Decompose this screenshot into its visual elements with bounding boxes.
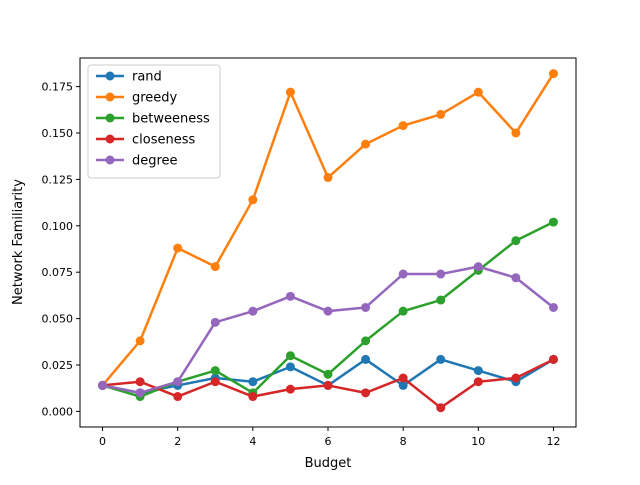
- axes: 0 2 4 6 8 10 12 0.000 0.025 0.050 0.075 0.100 0.125 0…: [42, 57, 577, 448]
- y-tick-label: 0.175: [42, 81, 74, 94]
- data-point-rand-9: [436, 354, 446, 364]
- y-tick-label: 0.100: [42, 220, 74, 233]
- data-point-rand-7: [361, 354, 371, 364]
- data-point-degree-0: [98, 380, 108, 390]
- data-point-closeness-7: [361, 388, 371, 398]
- legend-label-rand: rand: [132, 70, 162, 85]
- data-point-betweeness-7: [361, 336, 371, 346]
- data-point-rand-10: [473, 366, 483, 376]
- data-point-betweeness-3: [210, 366, 220, 376]
- legend-label-closeness: closeness: [132, 133, 195, 148]
- data-point-degree-1: [135, 388, 145, 398]
- x-axis-label: Budget: [305, 456, 352, 471]
- data-point-greedy-8: [398, 121, 408, 131]
- data-point-greedy-10: [473, 87, 483, 97]
- legend-marker-greedy: [105, 92, 115, 102]
- data-point-betweeness-9: [436, 295, 446, 305]
- data-point-greedy-11: [511, 128, 521, 138]
- data-point-closeness-1: [135, 377, 145, 387]
- data-point-rand-4: [248, 377, 258, 387]
- legend: rand greedy betweeness closeness degree: [87, 64, 221, 179]
- data-point-greedy-6: [323, 173, 333, 183]
- data-point-greedy-12: [548, 69, 558, 79]
- x-tick-label: 2: [174, 435, 181, 448]
- data-point-closeness-9: [436, 403, 446, 413]
- x-tick-label: 8: [400, 435, 407, 448]
- plot-area: [98, 69, 558, 413]
- y-tick-label: 0.075: [42, 266, 74, 279]
- legend-marker-rand: [105, 71, 115, 81]
- legend-marker-betweeness: [105, 113, 115, 123]
- data-point-closeness-5: [285, 384, 295, 394]
- data-point-degree-11: [511, 273, 521, 283]
- x-tick-label: 12: [546, 435, 560, 448]
- legend-label-greedy: greedy: [132, 91, 178, 106]
- data-point-greedy-4: [248, 195, 258, 205]
- data-point-rand-5: [285, 362, 295, 372]
- data-point-betweeness-6: [323, 369, 333, 379]
- x-tick-label: 10: [471, 435, 485, 448]
- data-point-greedy-2: [173, 243, 183, 253]
- data-point-rand-8: [398, 380, 408, 390]
- x-tick-label: 6: [325, 435, 332, 448]
- y-tick-label: 0.050: [42, 313, 74, 326]
- data-point-degree-3: [210, 317, 220, 327]
- data-point-closeness-8: [398, 373, 408, 383]
- data-point-degree-2: [173, 377, 183, 387]
- legend-label-betweeness: betweeness: [132, 112, 210, 127]
- data-point-closeness-11: [511, 373, 521, 383]
- data-point-betweeness-5: [285, 351, 295, 361]
- legend-box: [87, 64, 221, 179]
- data-point-degree-12: [548, 302, 558, 312]
- data-point-greedy-1: [135, 336, 145, 346]
- data-point-degree-4: [248, 306, 258, 316]
- data-point-closeness-6: [323, 380, 333, 390]
- data-point-greedy-7: [361, 139, 371, 149]
- data-point-greedy-9: [436, 109, 446, 119]
- y-tick-label: 0.025: [42, 359, 74, 372]
- x-tick-label: 4: [249, 435, 256, 448]
- data-point-degree-7: [361, 302, 371, 312]
- legend-marker-closeness: [105, 134, 115, 144]
- y-axis-label: Network Familiarity: [11, 179, 26, 305]
- data-point-closeness-10: [473, 377, 483, 387]
- x-tick-label: 0: [99, 435, 106, 448]
- data-point-degree-9: [436, 269, 446, 279]
- legend-marker-degree: [105, 155, 115, 165]
- data-point-closeness-4: [248, 392, 258, 402]
- data-point-betweeness-11: [511, 236, 521, 246]
- data-point-betweeness-8: [398, 306, 408, 316]
- data-point-greedy-5: [285, 87, 295, 97]
- data-point-degree-8: [398, 269, 408, 279]
- y-tick-label: 0.125: [42, 173, 74, 186]
- legend-label-degree: degree: [132, 154, 178, 169]
- data-point-closeness-12: [548, 354, 558, 364]
- data-point-betweeness-12: [548, 217, 558, 227]
- data-point-closeness-2: [173, 392, 183, 402]
- data-point-closeness-3: [210, 377, 220, 387]
- data-point-degree-10: [473, 262, 483, 272]
- y-tick-label: 0.150: [42, 127, 74, 140]
- data-point-degree-6: [323, 306, 333, 316]
- data-point-greedy-3: [210, 262, 220, 272]
- y-tick-label: 0.000: [42, 405, 74, 418]
- data-point-degree-5: [285, 291, 295, 301]
